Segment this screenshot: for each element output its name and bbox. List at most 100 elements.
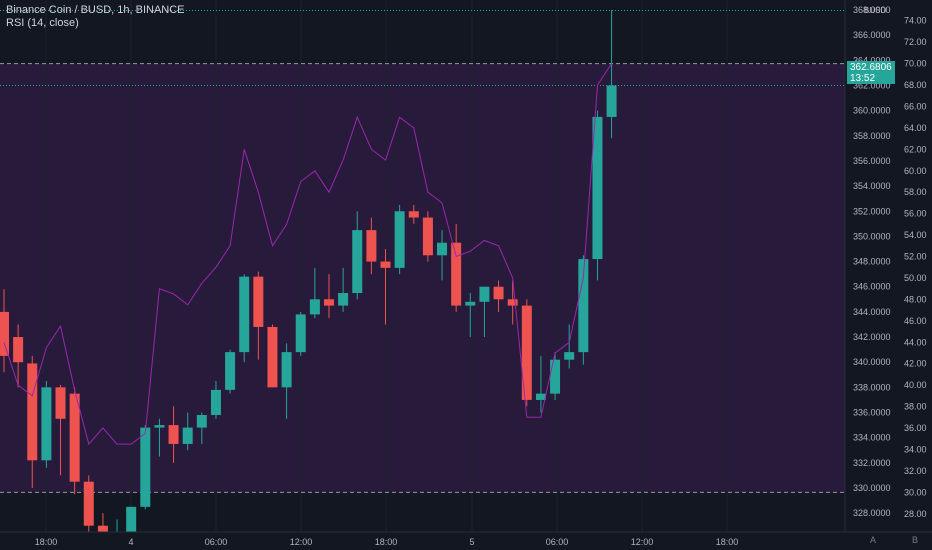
rsi-band-fill [0, 63, 845, 493]
candle-body [366, 230, 377, 262]
candle[interactable] [451, 223, 462, 312]
price-tick-label: 328.0000 [853, 508, 891, 518]
last-price-tag: 362.6806 13:52 [847, 61, 895, 84]
candle[interactable] [338, 267, 349, 312]
price-tick-label: 332.0000 [853, 458, 891, 468]
candle[interactable] [394, 204, 405, 275]
time-tick-label: 4 [128, 537, 133, 547]
rsi-tick-label: 56.00 [904, 209, 927, 219]
candle[interactable] [507, 280, 518, 325]
candle[interactable] [253, 271, 264, 360]
rsi-tick-label: 38.00 [904, 402, 927, 412]
candle[interactable] [13, 324, 24, 388]
price-tick-label: 336.0000 [853, 408, 891, 418]
candle-body [295, 314, 306, 353]
rsi-tick-label: 30.00 [904, 487, 927, 497]
candle-body [408, 211, 419, 218]
candle[interactable] [408, 204, 419, 224]
time-tick-label: 5 [469, 537, 474, 547]
candle-body [281, 352, 292, 388]
rsi-tick-label: 60.00 [904, 166, 927, 176]
candle[interactable] [0, 289, 9, 373]
price-tick-label: 368.0000 [853, 5, 891, 15]
candle[interactable] [281, 343, 292, 419]
candle[interactable] [154, 418, 165, 457]
candle[interactable] [437, 230, 448, 281]
auto-scale-button[interactable]: A [869, 535, 876, 545]
candle[interactable] [41, 381, 52, 468]
candle[interactable] [422, 211, 433, 262]
rsi-tick-label: 64.00 [904, 123, 927, 133]
rsi-tick-label: 52.00 [904, 252, 927, 262]
rsi-tick-label: 32.00 [904, 466, 927, 476]
candle[interactable] [564, 324, 575, 369]
bar-countdown: 13:52 [850, 73, 876, 84]
price-axis-panel[interactable] [845, 0, 932, 532]
candle[interactable] [380, 248, 391, 325]
candle[interactable] [27, 355, 38, 488]
symbol-legend[interactable]: Binance Coin / BUSD, 1h, BINANCE [6, 4, 185, 16]
candle-body [154, 425, 165, 428]
candle[interactable] [225, 349, 236, 394]
browse-button[interactable]: B [911, 535, 918, 545]
time-tick-label: 12:00 [290, 537, 313, 547]
candle-body [140, 427, 151, 507]
candle-body [309, 299, 320, 315]
candle[interactable] [465, 293, 476, 338]
candle[interactable] [550, 352, 561, 400]
price-tick-label: 344.0000 [853, 307, 891, 317]
candle-body [239, 276, 250, 353]
rsi-tick-label: 70.00 [904, 59, 927, 69]
candle[interactable] [69, 387, 80, 495]
candle[interactable] [295, 311, 306, 356]
candle[interactable] [83, 475, 94, 532]
candle-body [210, 389, 221, 416]
candle-body [13, 337, 24, 363]
candle-body [41, 387, 52, 461]
rsi-line [3, 63, 613, 446]
candle[interactable] [196, 412, 207, 444]
currency-label: BUSD [864, 6, 886, 15]
candle[interactable] [479, 286, 490, 338]
candle[interactable] [352, 211, 363, 300]
last-price-value: 362.6806 [850, 62, 892, 73]
candle[interactable] [493, 280, 504, 312]
rsi-tick-label: 54.00 [904, 230, 927, 240]
candle-body [69, 393, 80, 482]
candle[interactable] [592, 110, 603, 281]
rsi-tick-label: 68.00 [904, 80, 927, 90]
price-tick-label: 354.0000 [853, 181, 891, 191]
price-tick-label: 340.0000 [853, 357, 891, 367]
rsi-tick-label: 40.00 [904, 380, 927, 390]
price-tick-label: 346.0000 [853, 282, 891, 292]
price-tick-label: 358.0000 [853, 131, 891, 141]
candle[interactable] [182, 412, 193, 451]
candle[interactable] [140, 425, 151, 510]
grid [0, 0, 845, 532]
price-tick-label: 348.0000 [853, 257, 891, 267]
rsi-tick-label: 58.00 [904, 187, 927, 197]
candle[interactable] [535, 355, 546, 413]
candle-body [27, 363, 38, 461]
candle[interactable] [323, 274, 334, 319]
candle[interactable] [309, 267, 320, 319]
candle[interactable] [521, 299, 532, 407]
rsi-tick-label: 36.00 [904, 423, 927, 433]
time-tick-label: 18:00 [716, 537, 739, 547]
candle[interactable] [55, 384, 66, 476]
candle[interactable] [239, 274, 250, 363]
candle-body [465, 301, 476, 306]
price-tick-label: 360.0000 [853, 106, 891, 116]
candle[interactable] [267, 324, 278, 388]
candle[interactable] [606, 10, 617, 139]
candle[interactable] [210, 381, 221, 419]
candle-body [196, 415, 207, 428]
time-tick-label: 18:00 [35, 537, 58, 547]
time-axis-panel[interactable] [0, 532, 932, 550]
candle-body [126, 506, 137, 532]
candle[interactable] [168, 406, 179, 463]
indicator-legend[interactable]: RSI (14, close) [6, 17, 79, 29]
candle-body [564, 352, 575, 360]
candle[interactable] [366, 217, 377, 275]
